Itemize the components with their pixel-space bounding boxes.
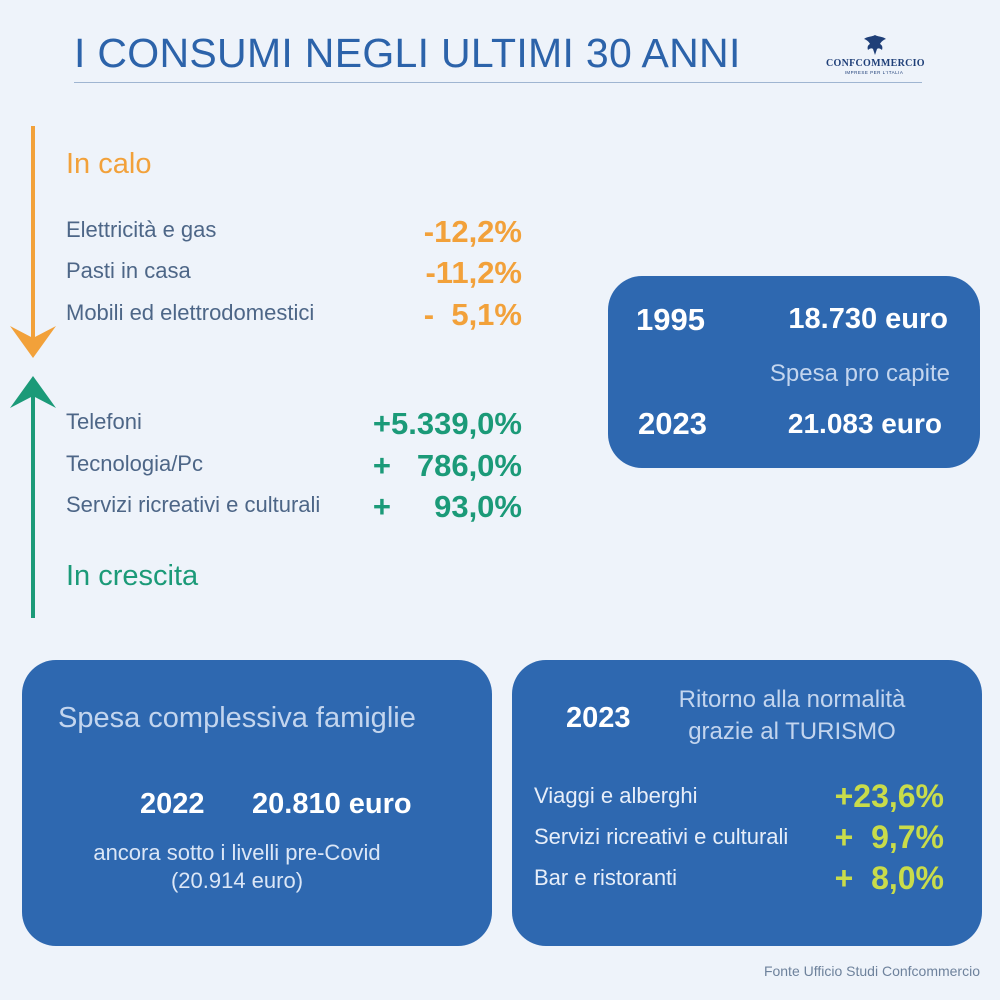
growth-value: + 93,0% [372, 489, 522, 524]
per-capita-value-2023: 21.083 euro [787, 408, 942, 439]
source-note: Fonte Ufficio Studi Confcommercio [763, 963, 980, 979]
tourism-value: + 8,0% [834, 860, 944, 896]
tourism-label: Viaggi e alberghi [534, 783, 698, 808]
tourism-title-line2: grazie al TURISMO [688, 718, 896, 745]
per-capita-label: Spesa pro capite [769, 360, 950, 387]
title-divider [74, 82, 922, 83]
list-item: Telefoni +5.339,0% [66, 406, 536, 441]
household-note: ancora sotto i livelli pre-Covid [93, 840, 381, 865]
logo-name: CONFCOMMERCIO [826, 58, 925, 69]
decline-heading: In calo [66, 148, 152, 180]
per-capita-value-1995: 18.730 euro [788, 303, 948, 335]
tourism-title-line1: Ritorno alla normalità [678, 686, 906, 713]
growth-heading: In crescita [66, 560, 199, 592]
decline-value: -11,2% [425, 255, 522, 290]
growth-label: Servizi ricreativi e culturali [66, 492, 321, 517]
confcommercio-logo: CONFCOMMERCIO IMPRESE PER L'ITALIA [826, 34, 925, 76]
list-item: Elettricità e gas -12,2% [66, 214, 536, 249]
year-1995: 1995 [636, 302, 705, 337]
year-2023: 2023 [638, 406, 707, 441]
tourism-card: 2023 Ritorno alla normalità grazie al TU… [512, 660, 982, 946]
household-year: 2022 [140, 788, 205, 820]
growth-label: Telefoni [66, 409, 142, 434]
eagle-icon [864, 35, 886, 55]
logo-tagline: IMPRESE PER L'ITALIA [844, 70, 904, 75]
list-item: Servizi ricreativi e culturali + 93,0% [66, 489, 536, 524]
down-arrow-icon [10, 126, 56, 358]
household-note-value: (20.914 euro) [170, 868, 304, 893]
household-title: Spesa complessiva famiglie [58, 702, 416, 734]
list-item: Tecnologia/Pc + 786,0% [66, 448, 536, 483]
list-item: Pasti in casa -11,2% [66, 255, 536, 290]
list-item: Bar e ristoranti + 8,0% [534, 860, 944, 896]
decline-value: - 5,1% [423, 297, 522, 332]
decline-label: Mobili ed elettrodomestici [66, 300, 315, 325]
page-title: I CONSUMI NEGLI ULTIMI 30 ANNI [74, 30, 741, 76]
growth-value: + 786,0% [372, 448, 522, 483]
growth-label: Tecnologia/Pc [66, 451, 203, 476]
list-item: Servizi ricreativi e culturali + 9,7% [534, 819, 944, 855]
list-item: Viaggi e alberghi +23,6% [534, 778, 944, 814]
decline-label: Pasti in casa [66, 258, 191, 283]
household-value: 20.810 euro [252, 788, 412, 820]
tourism-label: Servizi ricreativi e culturali [534, 824, 789, 849]
decline-label: Elettricità e gas [66, 217, 217, 242]
tourism-value: + 9,7% [834, 819, 944, 855]
per-capita-card: 1995 18.730 euro Spesa pro capite 2023 2… [608, 276, 980, 468]
up-arrow-icon [10, 376, 56, 618]
tourism-value: +23,6% [834, 778, 944, 814]
tourism-year: 2023 [566, 702, 631, 734]
list-item: Mobili ed elettrodomestici - 5,1% [66, 297, 536, 332]
growth-value: +5.339,0% [372, 406, 522, 441]
trend-arrows [10, 126, 56, 618]
tourism-label: Bar e ristoranti [534, 865, 678, 890]
household-spending-card: Spesa complessiva famiglie 2022 20.810 e… [22, 660, 492, 946]
decline-value: -12,2% [423, 214, 522, 249]
